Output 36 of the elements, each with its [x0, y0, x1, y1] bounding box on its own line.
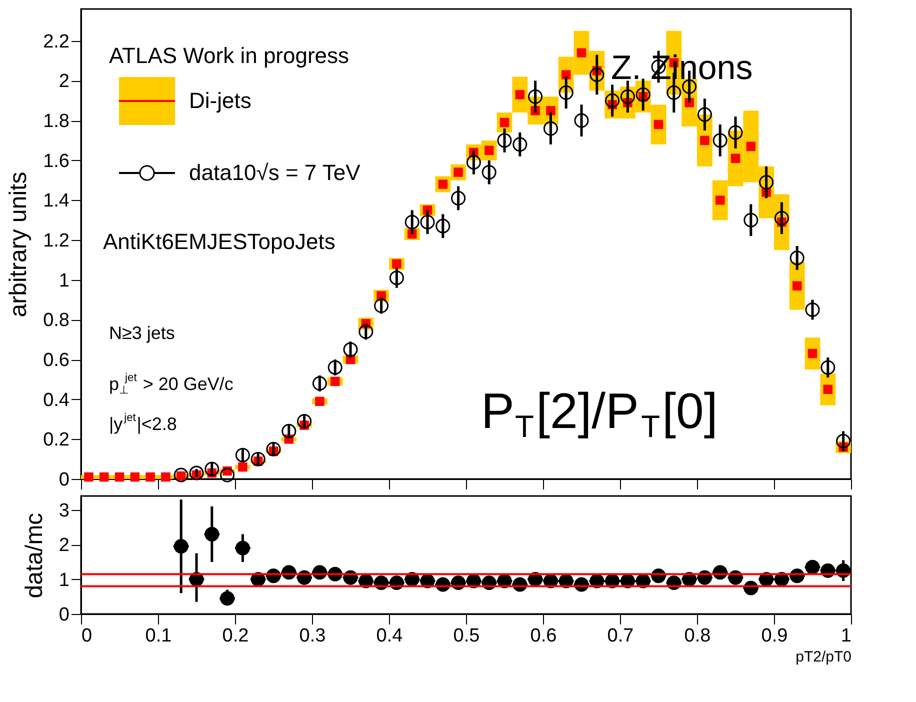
x-tick-label: 0 — [82, 626, 92, 646]
y-tick-label: 0 — [58, 604, 70, 626]
annotation: ATLAS Work in progress — [109, 43, 350, 68]
legend-label: Di-jets — [189, 88, 252, 113]
y-axis-title: data/mc — [20, 512, 48, 598]
y-tick-label: 0 — [58, 470, 70, 490]
y-tick-label: 0.8 — [43, 310, 70, 332]
y-tick-label: 2.2 — [43, 31, 70, 52]
x-tick-label: 0.5 — [453, 626, 480, 646]
y-tick-label: 0.6 — [43, 350, 70, 372]
x-tick-label: 0.9 — [761, 626, 788, 646]
x-axis-title: pT2/pT0 — [796, 648, 852, 666]
x-tick-label: 0.3 — [299, 626, 326, 646]
x-tick-label: 0.1 — [145, 626, 172, 646]
x-tick-label: 0.6 — [530, 626, 557, 646]
x-tick-label: 0.2 — [222, 626, 249, 646]
x-tick-label: 0.8 — [684, 626, 711, 646]
y-axis-title: arbitrary units — [5, 172, 32, 318]
x-tick-label: 0.7 — [607, 626, 634, 646]
y-tick-label: 0.2 — [43, 430, 70, 451]
y-tick-label: 1 — [58, 570, 70, 591]
y-tick-label: 3 — [58, 500, 70, 522]
x-tick-label: 1 — [840, 626, 852, 646]
y-tick-label: 1.4 — [43, 190, 70, 212]
annotation: N≥3 jets — [109, 323, 175, 343]
y-tick-label: 1.6 — [43, 150, 70, 172]
y-tick-label: 1.2 — [43, 230, 70, 252]
y-tick-label: 2 — [58, 535, 70, 556]
y-tick-label: 2 — [58, 71, 70, 92]
y-tick-label: 0.4 — [43, 390, 70, 411]
annotation: AntiKt6EMJESTopoJets — [103, 229, 336, 254]
y-tick-label: 1 — [58, 270, 70, 292]
annotation: p⊥jet > 20 GeV/c — [109, 372, 234, 396]
x-tick-label: 0.4 — [376, 626, 404, 646]
legend-label: data10√s = 7 TeV — [189, 160, 361, 185]
y-tick-label: 1.8 — [43, 111, 70, 132]
